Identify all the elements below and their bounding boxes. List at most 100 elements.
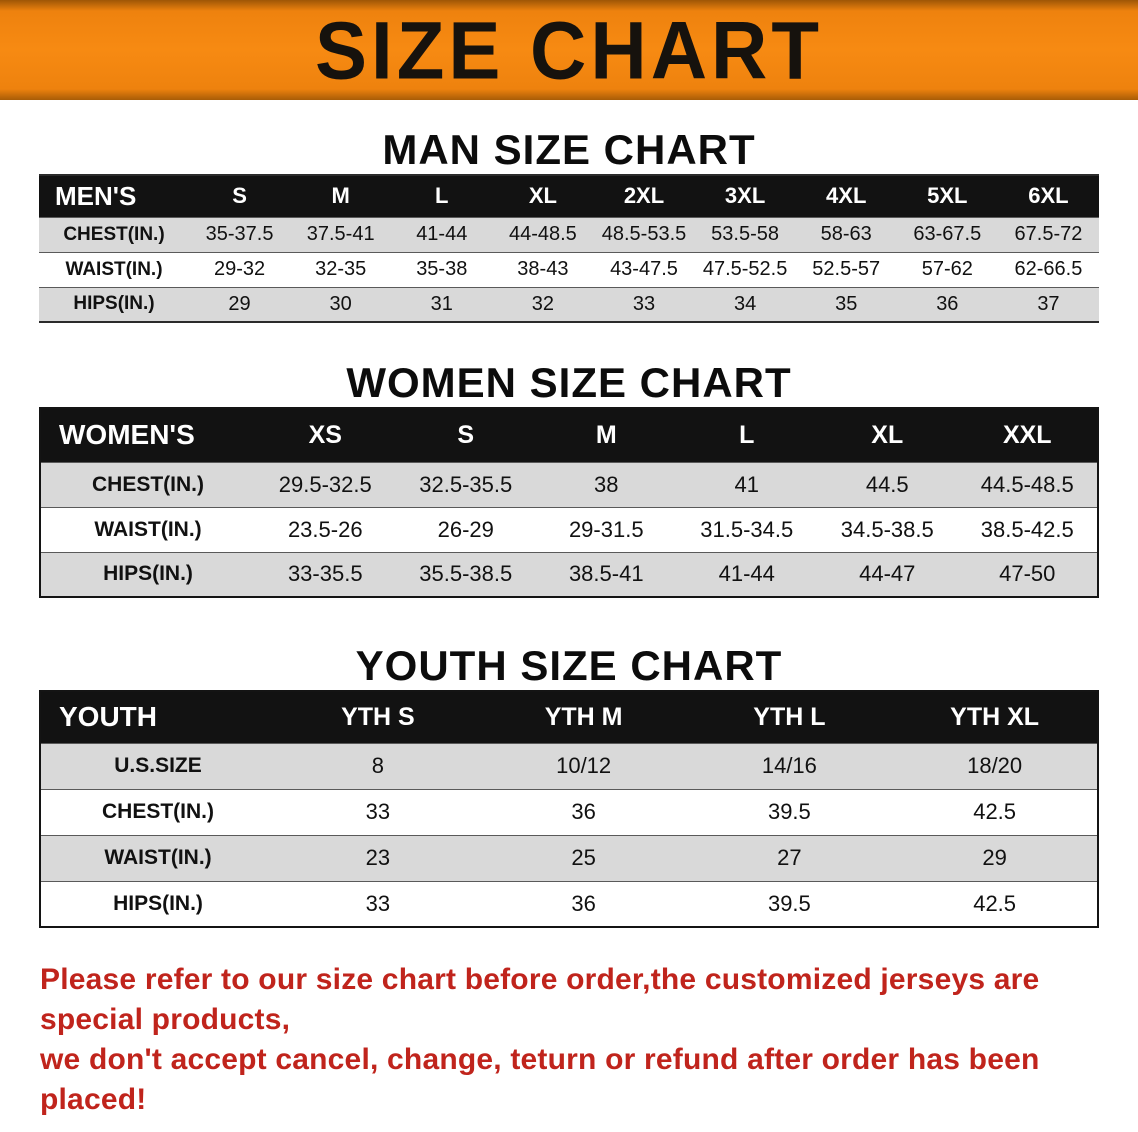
page-title: SIZE CHART bbox=[315, 3, 823, 96]
size-column-header: S bbox=[395, 408, 536, 462]
size-value: 29 bbox=[228, 292, 251, 315]
row-label: HIPS(IN.) bbox=[103, 562, 193, 586]
table-row: HIPS(IN.) 33-35.5 35.5-38.5 38.5-41 41-44 44-… bbox=[40, 552, 1098, 597]
size-value: 31.5-34.5 bbox=[700, 516, 794, 542]
size-value: 36 bbox=[936, 292, 959, 315]
size-value: 35 bbox=[835, 292, 858, 315]
size-column-header: 3XL bbox=[694, 175, 796, 217]
youth-heading: YOUTH SIZE CHART bbox=[355, 642, 783, 689]
row-label: U.S.SIZE bbox=[114, 754, 202, 777]
table-row: CHEST(IN.) 33 36 39.5 42.5 bbox=[40, 789, 1098, 835]
size-column-header: XS bbox=[255, 408, 396, 462]
size-column-header: S bbox=[189, 175, 291, 217]
size-value: 37 bbox=[1037, 292, 1060, 315]
size-value: 31 bbox=[430, 292, 453, 315]
banner: SIZE CHART bbox=[0, 0, 1138, 100]
table-title-cell: YOUTH bbox=[40, 691, 275, 743]
size-column-header: M bbox=[290, 175, 392, 217]
table-row: CHEST(IN.) 29.5-32.5 32.5-35.5 38 41 44.5 44.5… bbox=[40, 462, 1098, 507]
size-value: 34 bbox=[733, 292, 757, 315]
size-value: 23.5-26 bbox=[287, 516, 363, 542]
size-value: 36 bbox=[571, 799, 596, 824]
size-column-header: YTH L bbox=[686, 691, 893, 743]
size-value: 38-43 bbox=[517, 258, 569, 280]
header-row: MEN'S S M L XL 2XL 3XL 4XL 5XL 6XL bbox=[39, 175, 1099, 217]
size-value: 41 bbox=[734, 471, 759, 497]
size-value: 33 bbox=[365, 890, 391, 916]
size-value: 44.5 bbox=[865, 471, 909, 497]
men-section: MAN SIZE CHART MEN'S S M L XL 2XL 3XL 4XL 5XL 6XL… bbox=[0, 126, 1138, 323]
size-column-header: L bbox=[676, 408, 817, 462]
size-column-header: 2XL bbox=[593, 175, 695, 217]
size-column-header: YTH XL bbox=[892, 691, 1098, 743]
size-value: 47.5-52.5 bbox=[702, 258, 788, 280]
size-value: 44-48.5 bbox=[508, 223, 577, 245]
size-column-header: 6XL bbox=[997, 175, 1099, 217]
row-label: WAIST(IN.) bbox=[65, 258, 163, 280]
row-label: WAIST(IN.) bbox=[104, 846, 212, 869]
size-value: 38.5-41 bbox=[568, 561, 644, 587]
size-value: 36 bbox=[571, 890, 596, 916]
size-value: 39.5 bbox=[767, 799, 811, 824]
size-column-header: XL bbox=[817, 408, 958, 462]
size-value: 48.5-53.5 bbox=[601, 223, 687, 245]
row-label: CHEST(IN.) bbox=[92, 472, 204, 496]
size-value: 10/12 bbox=[556, 753, 612, 778]
men-heading: MAN SIZE CHART bbox=[382, 126, 756, 173]
size-value: 18/20 bbox=[967, 753, 1023, 778]
size-value: 53.5-58 bbox=[711, 223, 780, 245]
size-value: 34.5-38.5 bbox=[840, 516, 934, 542]
size-value: 8 bbox=[371, 753, 384, 778]
size-value: 29-32 bbox=[213, 258, 266, 280]
size-value: 32 bbox=[531, 292, 554, 315]
row-label: HIPS(IN.) bbox=[73, 293, 155, 315]
table-row: HIPS(IN.) 29 30 31 32 33 34 35 36 37 bbox=[39, 287, 1099, 322]
size-value: 41-44 bbox=[718, 561, 775, 587]
men-size-table: MEN'S S M L XL 2XL 3XL 4XL 5XL 6XL CHEST(IN.) 35-3… bbox=[39, 174, 1099, 323]
size-value: 38 bbox=[594, 471, 619, 497]
size-value: 35-38 bbox=[416, 258, 468, 280]
size-value: 57-62 bbox=[921, 258, 973, 280]
table-title-cell: WOMEN'S bbox=[40, 408, 255, 462]
table-row: WAIST(IN.) 29-32 32-35 35-38 38-43 43-47.5 47.… bbox=[39, 252, 1099, 287]
table-row: WAIST(IN.) 23.5-26 26-29 29-31.5 31.5-34.5 34… bbox=[40, 507, 1098, 552]
size-value: 42.5 bbox=[973, 799, 1017, 824]
table-title-cell: MEN'S bbox=[39, 175, 189, 217]
row-label: WAIST(IN.) bbox=[94, 517, 202, 541]
size-value: 44-47 bbox=[859, 561, 916, 587]
size-value: 38.5-42.5 bbox=[980, 516, 1074, 542]
size-value: 30 bbox=[329, 292, 352, 315]
size-value: 44.5-48.5 bbox=[980, 471, 1074, 497]
size-value: 33 bbox=[632, 292, 656, 315]
size-value: 14/16 bbox=[761, 753, 817, 778]
table-row: WAIST(IN.) 23 25 27 29 bbox=[40, 835, 1098, 881]
size-column-header: YTH S bbox=[275, 691, 481, 743]
size-value: 63-67.5 bbox=[913, 223, 982, 245]
size-value: 52.5-57 bbox=[812, 258, 881, 280]
women-heading: WOMEN SIZE CHART bbox=[346, 359, 792, 406]
size-value: 62-66.5 bbox=[1014, 258, 1083, 280]
note-line-1: Please refer to our size chart before or… bbox=[40, 963, 1040, 1036]
size-column-header: L bbox=[391, 175, 493, 217]
size-value: 33 bbox=[365, 799, 391, 824]
youth-size-table: YOUTH YTH S YTH M YTH L YTH XL U.S.SIZE 8 10/1… bbox=[39, 690, 1099, 928]
note-line-2: we don't accept cancel, change, teturn o… bbox=[40, 1042, 1040, 1116]
row-label: CHEST(IN.) bbox=[63, 223, 165, 245]
size-column-header: 4XL bbox=[795, 175, 897, 217]
size-value: 25 bbox=[571, 845, 596, 870]
size-value: 35-37.5 bbox=[205, 223, 274, 245]
table-row: HIPS(IN.) 33 36 39.5 42.5 bbox=[40, 881, 1098, 927]
size-value: 43-47.5 bbox=[610, 258, 678, 280]
size-value: 33-35.5 bbox=[287, 561, 363, 587]
size-value: 67.5-72 bbox=[1014, 223, 1083, 245]
size-value: 27 bbox=[777, 845, 802, 870]
size-column-header: XL bbox=[492, 175, 594, 217]
size-value: 29.5-32.5 bbox=[278, 471, 372, 497]
size-value: 58-63 bbox=[820, 223, 872, 245]
size-column-header: M bbox=[536, 408, 677, 462]
size-column-header: 5XL bbox=[896, 175, 998, 217]
table-row: CHEST(IN.) 35-37.5 37.5-41 41-44 44-48.5 48.5… bbox=[39, 217, 1099, 252]
size-value: 37.5-41 bbox=[306, 223, 375, 245]
row-label: HIPS(IN.) bbox=[113, 891, 203, 915]
